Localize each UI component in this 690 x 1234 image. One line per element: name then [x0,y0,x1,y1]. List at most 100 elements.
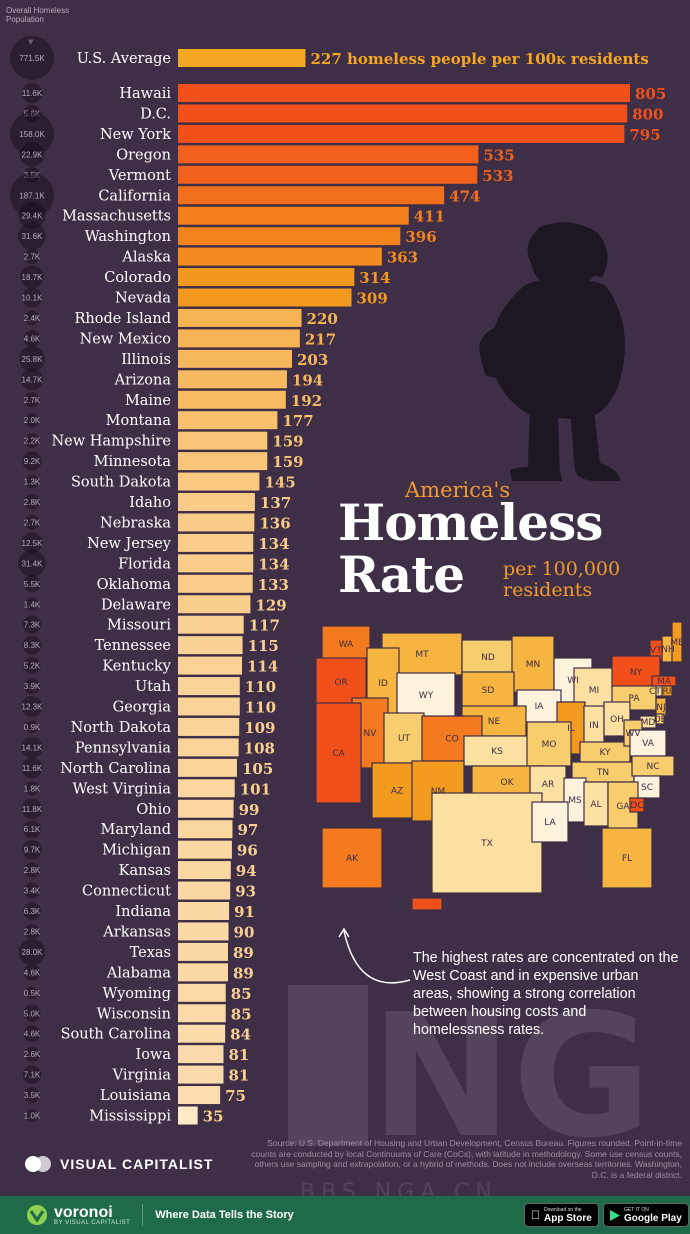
state-label: Missouri [107,618,171,634]
population-label: 2.8K [24,498,41,507]
population-label: 3.5K [24,1091,41,1100]
value-label: 96 [237,842,258,860]
map-label-co: CO [445,735,458,745]
bar [178,1045,224,1064]
population-bubble [23,820,41,839]
population-label: 2.4K [24,314,41,323]
population-bubble [24,433,40,448]
population-bubble [21,757,43,779]
divider [142,1204,144,1226]
value-label: 134 [258,555,289,573]
bar [178,820,233,839]
map-label-wi: WI [567,676,579,686]
bar [178,922,229,941]
map-label-nh: NH [661,645,675,655]
population-bubble [24,514,40,530]
population-label: 22.9K [22,150,44,159]
nga-watermark-text: NGA [370,985,640,1145]
value-label: 533 [482,167,513,185]
publisher-brand: VISUAL CAPITALIST [24,1155,213,1173]
state-label: Kentucky [102,659,171,675]
bar-chart: 771.5K U.S. Average 227 homeless people pe… [10,36,666,1126]
bar [178,431,268,450]
state-label: Pennsylvania [75,740,171,756]
google-play-button[interactable]: GET IT ON Google Play [603,1203,689,1227]
value-label: 110 [245,699,276,717]
map-label-nc: NC [646,762,659,772]
map-state-me [671,621,682,663]
map-label-va: VA [642,739,655,749]
population-bubble [25,720,39,734]
map-label-mn: MN [526,660,541,670]
population-label: 2.7K [24,518,41,527]
bar [178,677,240,696]
state-label: Tennessee [95,638,171,654]
state-label: Louisiana [100,1088,171,1104]
population-label: 9.2K [24,457,41,466]
population-bubble [21,736,43,759]
population-bubble [21,368,43,391]
population-label: 6.1K [24,825,41,834]
map-label-oh: OH [610,715,624,725]
state-label: South Dakota [71,475,171,491]
bar [178,308,302,327]
population-label: 4.6K [24,1030,41,1039]
state-label: Mississippi [89,1109,171,1125]
value-label: 177 [282,412,313,430]
state-label: Indiana [115,904,171,920]
state-label: South Carolina [61,1027,172,1043]
population-bubble [24,494,40,510]
map-label-tx: TX [480,839,493,849]
population-label: 0.5K [24,989,41,998]
map-label-ct: CT [649,687,661,697]
down-arrow-icon: ▼ [28,38,33,46]
bar [178,758,237,777]
population-label: 1.3K [24,478,41,487]
title-line-1: America's [405,478,511,502]
map-label-ut: UT [398,734,411,744]
value-label: 89 [233,944,254,962]
title-line-2: Homeless [338,493,603,552]
population-label: 4.6K [24,968,41,977]
map-label-mo: MO [542,740,557,750]
map-label-ga: GA [616,802,630,812]
bar [178,84,630,102]
visual-capitalist-logo-icon [25,1156,51,1172]
map-label-hi: HI [422,900,431,910]
value-label: 800 [632,105,663,123]
map-label-nd: ND [481,653,495,663]
state-label: Montana [106,413,172,429]
population-bubble [23,902,41,920]
bar [178,370,287,389]
map-label-tn: TN [596,768,609,778]
value-label: 94 [236,862,257,880]
map-label-fl: FL [622,854,632,864]
population-label: 12.5K [22,539,44,548]
population-label: 18.7K [22,273,44,282]
value-label: 101 [240,780,271,798]
population-label: 2.8K [24,927,41,936]
population-bubble [22,615,42,634]
population-label: 9.7K [24,846,41,855]
map-label-sd: SD [482,686,495,696]
map-label-id: ID [378,679,388,689]
population-bubble [22,1065,42,1084]
value-label: 309 [357,290,388,308]
population-column-label: Overall Homeless Population [6,6,70,24]
bar [178,206,409,225]
population-bubble [25,986,39,999]
map-label-nm: NM [431,787,446,797]
value-label: 133 [258,576,289,594]
bar [178,636,243,655]
value-label: 109 [244,719,275,737]
bar [178,615,244,634]
voronoi-brand[interactable]: voronoi BY VISUAL CAPITALIST [26,1204,130,1226]
value-label: 363 [387,249,418,267]
population-bubble [10,111,54,156]
value-label: 85 [231,985,252,1003]
bar [178,1086,221,1105]
source-note: Source: U.S. Department of Housing and U… [251,1138,682,1180]
state-label: Minnesota [94,454,172,470]
